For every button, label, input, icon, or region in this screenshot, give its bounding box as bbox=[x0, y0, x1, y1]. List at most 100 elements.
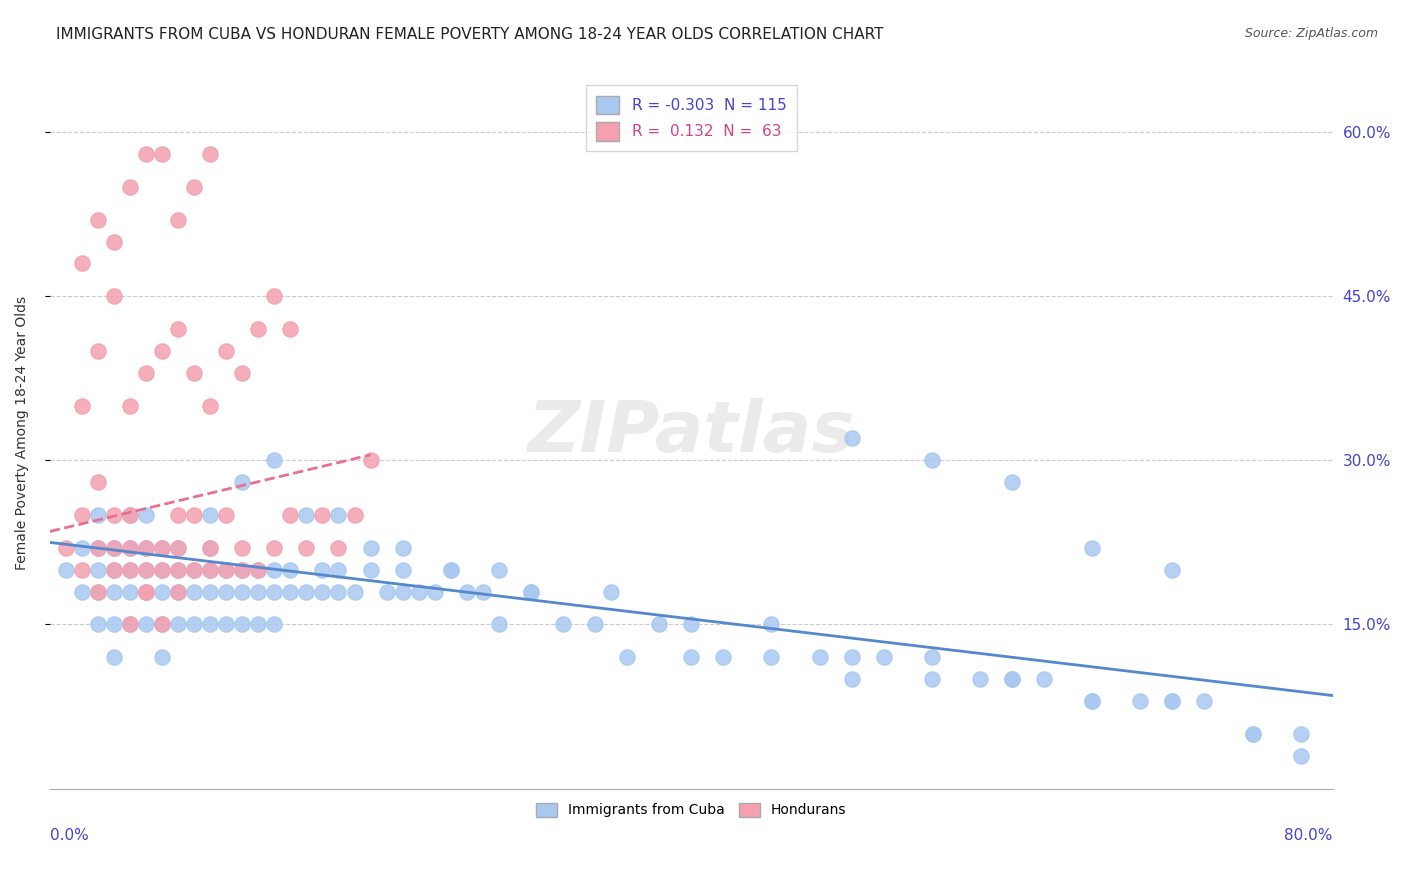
Point bbox=[87, 541, 110, 555]
Point bbox=[231, 475, 253, 490]
Point bbox=[200, 584, 222, 599]
Point bbox=[841, 672, 863, 686]
Point bbox=[135, 541, 157, 555]
Text: Source: ZipAtlas.com: Source: ZipAtlas.com bbox=[1244, 27, 1378, 40]
Point bbox=[808, 650, 831, 665]
Point bbox=[761, 650, 783, 665]
Point bbox=[1241, 727, 1264, 741]
Point bbox=[681, 650, 703, 665]
Text: 0.0%: 0.0% bbox=[49, 828, 89, 843]
Point bbox=[167, 617, 190, 632]
Point bbox=[488, 563, 510, 577]
Point bbox=[520, 584, 543, 599]
Point bbox=[360, 563, 382, 577]
Point bbox=[1241, 727, 1264, 741]
Point bbox=[1289, 748, 1312, 763]
Point bbox=[231, 366, 253, 380]
Point bbox=[118, 541, 141, 555]
Point bbox=[761, 617, 783, 632]
Point bbox=[343, 508, 366, 522]
Point bbox=[167, 563, 190, 577]
Point bbox=[118, 508, 141, 522]
Point bbox=[600, 584, 623, 599]
Point bbox=[87, 563, 110, 577]
Text: IMMIGRANTS FROM CUBA VS HONDURAN FEMALE POVERTY AMONG 18-24 YEAR OLDS CORRELATIO: IMMIGRANTS FROM CUBA VS HONDURAN FEMALE … bbox=[56, 27, 884, 42]
Point bbox=[167, 563, 190, 577]
Point bbox=[263, 453, 285, 467]
Point bbox=[440, 563, 463, 577]
Point bbox=[200, 399, 222, 413]
Point bbox=[70, 541, 93, 555]
Point bbox=[183, 563, 205, 577]
Point bbox=[263, 617, 285, 632]
Point bbox=[231, 584, 253, 599]
Point bbox=[150, 343, 173, 358]
Legend: Immigrants from Cuba, Hondurans: Immigrants from Cuba, Hondurans bbox=[529, 796, 853, 824]
Point bbox=[311, 584, 333, 599]
Point bbox=[167, 584, 190, 599]
Point bbox=[280, 584, 302, 599]
Point bbox=[87, 541, 110, 555]
Point bbox=[87, 584, 110, 599]
Point bbox=[103, 289, 125, 303]
Point bbox=[87, 584, 110, 599]
Point bbox=[873, 650, 896, 665]
Point bbox=[231, 541, 253, 555]
Point bbox=[118, 563, 141, 577]
Point bbox=[375, 584, 398, 599]
Point bbox=[215, 584, 238, 599]
Point bbox=[135, 584, 157, 599]
Y-axis label: Female Poverty Among 18-24 Year Olds: Female Poverty Among 18-24 Year Olds bbox=[15, 296, 30, 570]
Point bbox=[200, 541, 222, 555]
Point bbox=[135, 508, 157, 522]
Point bbox=[648, 617, 671, 632]
Point bbox=[183, 508, 205, 522]
Point bbox=[55, 563, 77, 577]
Point bbox=[263, 541, 285, 555]
Point bbox=[183, 366, 205, 380]
Point bbox=[456, 584, 478, 599]
Point bbox=[200, 147, 222, 161]
Point bbox=[1161, 694, 1184, 708]
Point bbox=[247, 617, 270, 632]
Point bbox=[70, 256, 93, 270]
Point bbox=[183, 617, 205, 632]
Point bbox=[408, 584, 430, 599]
Point bbox=[70, 399, 93, 413]
Point bbox=[150, 650, 173, 665]
Point bbox=[263, 584, 285, 599]
Point bbox=[247, 584, 270, 599]
Point bbox=[231, 563, 253, 577]
Point bbox=[167, 541, 190, 555]
Point bbox=[87, 212, 110, 227]
Point bbox=[135, 147, 157, 161]
Point bbox=[103, 541, 125, 555]
Point bbox=[423, 584, 446, 599]
Point bbox=[328, 541, 350, 555]
Point bbox=[135, 541, 157, 555]
Point bbox=[280, 563, 302, 577]
Point bbox=[311, 508, 333, 522]
Point bbox=[583, 617, 606, 632]
Point bbox=[343, 584, 366, 599]
Point bbox=[200, 508, 222, 522]
Point bbox=[55, 541, 77, 555]
Point bbox=[1033, 672, 1056, 686]
Point bbox=[471, 584, 494, 599]
Point bbox=[1194, 694, 1216, 708]
Point bbox=[360, 453, 382, 467]
Point bbox=[87, 617, 110, 632]
Point bbox=[520, 584, 543, 599]
Point bbox=[103, 617, 125, 632]
Point bbox=[280, 322, 302, 336]
Point bbox=[328, 508, 350, 522]
Point bbox=[103, 235, 125, 249]
Point bbox=[118, 563, 141, 577]
Point bbox=[118, 617, 141, 632]
Point bbox=[118, 617, 141, 632]
Point bbox=[150, 617, 173, 632]
Point bbox=[231, 563, 253, 577]
Point bbox=[87, 475, 110, 490]
Point bbox=[263, 289, 285, 303]
Point bbox=[200, 563, 222, 577]
